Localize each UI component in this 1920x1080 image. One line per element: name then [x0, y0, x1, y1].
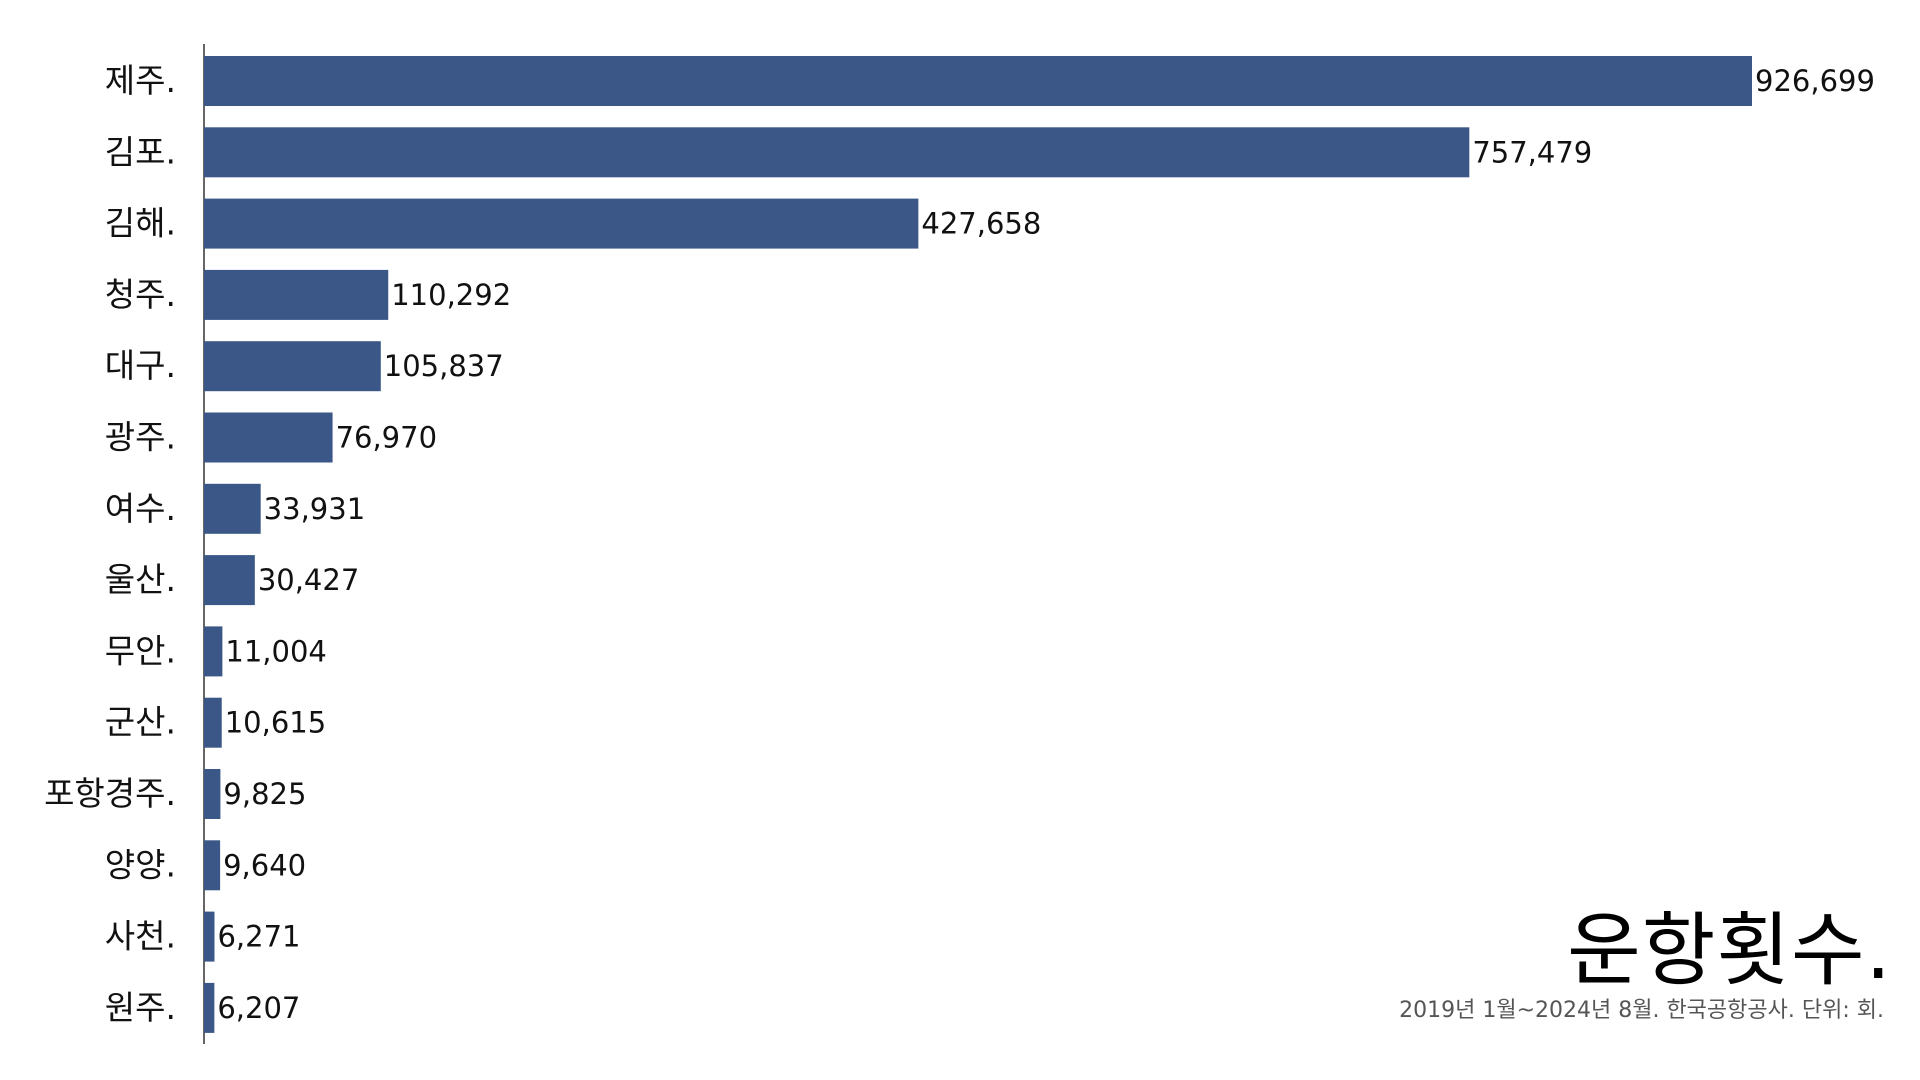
category-label-11: 양양. — [105, 845, 176, 884]
category-label-10: 포항경주. — [44, 774, 176, 813]
bar-4 — [204, 341, 381, 392]
bar-13 — [204, 982, 215, 1033]
bar-10 — [204, 769, 221, 819]
category-label-2: 김해. — [105, 204, 176, 243]
value-label-0: 926,699 — [1755, 64, 1875, 98]
value-label-4: 105,837 — [384, 349, 504, 383]
value-label-11: 9,640 — [223, 848, 306, 882]
category-label-9: 군산. — [105, 703, 176, 742]
value-label-13: 6,207 — [217, 991, 300, 1025]
category-label-5: 광주. — [105, 418, 176, 457]
value-label-12: 6,271 — [217, 920, 300, 954]
category-label-0: 제주. — [105, 61, 176, 100]
bar-8 — [204, 626, 223, 677]
value-label-5: 76,970 — [336, 421, 437, 455]
category-label-4: 대구. — [105, 346, 176, 385]
category-label-8: 무안. — [105, 631, 176, 670]
bar-0 — [204, 56, 1752, 106]
category-label-1: 김포. — [105, 132, 176, 171]
bar-1 — [204, 127, 1470, 178]
bar-5 — [204, 412, 333, 463]
value-label-2: 427,658 — [921, 207, 1041, 241]
bar-2 — [204, 198, 919, 249]
category-label-13: 원주. — [105, 988, 176, 1027]
bar-9 — [204, 697, 222, 748]
category-label-12: 사천. — [105, 917, 176, 956]
value-label-9: 10,615 — [225, 706, 326, 740]
value-label-8: 11,004 — [225, 634, 326, 668]
bar-6 — [204, 483, 261, 534]
value-label-3: 110,292 — [391, 278, 511, 312]
chart-subtitle: 2019년 1월~2024년 8월. 한국공항공사. 단위: 회. — [1399, 998, 1884, 1023]
category-label-6: 여수. — [105, 489, 176, 528]
value-label-10: 9,825 — [223, 777, 306, 811]
value-label-6: 33,931 — [264, 492, 365, 526]
bar-11 — [204, 840, 221, 891]
value-label-7: 30,427 — [258, 563, 359, 597]
bar-3 — [204, 269, 389, 320]
chart-title: 운항횟수. — [1567, 904, 1892, 997]
value-label-1: 757,479 — [1472, 135, 1592, 169]
category-label-3: 청주. — [105, 275, 176, 314]
bar-7 — [204, 555, 255, 606]
bars-group: 제주. 926,699 김포. 757,479 김해. 427,658 청주. 110,292… — [44, 56, 1875, 1033]
category-label-7: 울산. — [105, 560, 176, 599]
bar-12 — [204, 911, 215, 962]
